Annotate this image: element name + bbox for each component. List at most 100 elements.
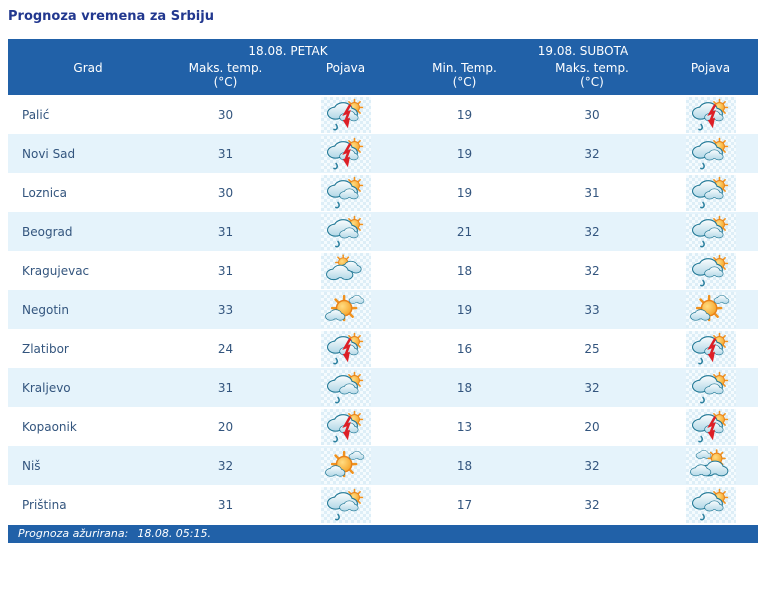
- sun-cloud-lightning-rain-icon: [690, 410, 732, 444]
- sun-cloud-lightning-rain-icon: [325, 410, 367, 444]
- table-row: Loznica 30 19 31: [8, 173, 758, 212]
- column-header-saturday-max-label: Maks. temp.: [555, 61, 629, 75]
- weather-icon-tile: [320, 486, 371, 523]
- saturday-min-temp: 18: [456, 263, 473, 278]
- friday-max-temp: 31: [217, 380, 234, 395]
- city-name: Kopaonik: [22, 419, 77, 434]
- footer-updated-time: 18.08. 05:15.: [137, 527, 212, 540]
- weather-icon-tile: [685, 447, 736, 484]
- weather-icon-tile: [320, 252, 371, 289]
- saturday-max-temp: 30: [584, 107, 600, 122]
- weather-icon-tile: [685, 174, 736, 211]
- saturday-min-temp: 18: [456, 380, 473, 395]
- mostly-sunny-icon: [325, 449, 367, 483]
- friday-weather-cell: [283, 329, 408, 368]
- friday-weather-cell: [283, 446, 408, 485]
- sun-cloud-rain-icon: [690, 137, 732, 171]
- weather-icon-tile: [320, 291, 371, 328]
- weather-icon-tile: [685, 213, 736, 250]
- weather-icon-tile: [320, 330, 371, 367]
- weather-icon-tile: [685, 96, 736, 133]
- saturday-max-temp: 32: [584, 224, 600, 239]
- day-group-saturday: 19.08. SUBOTA: [537, 44, 629, 58]
- sun-cloud-rain-icon: [690, 254, 732, 288]
- weather-icon-tile: [685, 135, 736, 172]
- weather-icon-tile: [320, 96, 371, 133]
- table-header: 18.08. PETAK 19.08. SUBOTA Grad Maks. te…: [8, 39, 758, 95]
- friday-weather-cell: [283, 368, 408, 407]
- column-header-friday-max-unit: (°C): [213, 75, 238, 89]
- footer-updated-label: Prognoza ažurirana:: [18, 527, 129, 540]
- column-header-city: Grad: [8, 61, 168, 89]
- friday-weather-cell: [283, 173, 408, 212]
- table-row: Priština 31 17 32: [8, 485, 758, 524]
- city-name: Negotin: [22, 302, 69, 317]
- table-footer: Prognoza ažurirana: 18.08. 05:15.: [8, 525, 758, 543]
- table-row: Beograd 31 21 32: [8, 212, 758, 251]
- saturday-weather-cell: [663, 407, 758, 446]
- saturday-max-temp: 32: [584, 497, 600, 512]
- saturday-max-temp: 25: [584, 341, 600, 356]
- weather-icon-tile: [320, 213, 371, 250]
- table-body: Palić 30 19 30 Novi Sad 31 19 32: [8, 95, 758, 524]
- sun-cloud-lightning-rain-icon: [690, 98, 732, 132]
- saturday-weather-cell: [663, 485, 758, 524]
- saturday-max-temp: 20: [584, 419, 600, 434]
- clouds-sun-icon: [690, 449, 732, 483]
- city-name: Loznica: [22, 185, 68, 200]
- friday-weather-cell: [283, 485, 408, 524]
- saturday-weather-cell: [663, 173, 758, 212]
- sun-cloud-rain-icon: [690, 488, 732, 522]
- city-name: Beograd: [22, 224, 73, 239]
- saturday-min-temp: 17: [456, 497, 473, 512]
- column-header-friday-max-label: Maks. temp.: [188, 61, 263, 75]
- city-name: Palić: [22, 107, 50, 122]
- friday-max-temp: 31: [217, 263, 234, 278]
- forecast-table: 18.08. PETAK 19.08. SUBOTA Grad Maks. te…: [8, 39, 758, 543]
- column-header-saturday-pojava: Pojava: [663, 61, 758, 89]
- friday-max-temp: 31: [217, 497, 234, 512]
- saturday-weather-cell: [663, 95, 758, 134]
- weather-icon-tile: [320, 135, 371, 172]
- friday-weather-cell: [283, 251, 408, 290]
- city-name: Kraljevo: [22, 380, 71, 395]
- header-spacer: [8, 44, 168, 60]
- saturday-weather-cell: [663, 251, 758, 290]
- sun-cloud-rain-icon: [325, 371, 367, 405]
- table-row: Palić 30 19 30: [8, 95, 758, 134]
- day-group-friday: 18.08. PETAK: [248, 44, 328, 58]
- saturday-weather-cell: [663, 368, 758, 407]
- friday-weather-cell: [283, 134, 408, 173]
- sun-cloud-rain-icon: [325, 215, 367, 249]
- friday-weather-cell: [283, 290, 408, 329]
- friday-max-temp: 33: [217, 302, 234, 317]
- column-header-saturday-max-unit: (°C): [580, 75, 604, 89]
- friday-weather-cell: [283, 407, 408, 446]
- column-header-saturday-max: Maks. temp. (°C): [521, 61, 663, 89]
- saturday-max-temp: 31: [584, 185, 600, 200]
- column-header-saturday-min-label: Min. Temp.: [432, 61, 497, 75]
- weather-icon-tile: [685, 408, 736, 445]
- weather-icon-tile: [320, 447, 371, 484]
- weather-icon-tile: [685, 330, 736, 367]
- column-header-saturday-min: Min. Temp. (°C): [408, 61, 521, 89]
- table-row: Kopaonik 20 13 20: [8, 407, 758, 446]
- friday-weather-cell: [283, 95, 408, 134]
- mostly-sunny-icon: [325, 293, 367, 327]
- saturday-min-temp: 13: [456, 419, 473, 434]
- friday-weather-cell: [283, 212, 408, 251]
- column-header-friday-max: Maks. temp. (°C): [168, 61, 283, 89]
- table-row: Novi Sad 31 19 32: [8, 134, 758, 173]
- saturday-min-temp: 19: [456, 185, 473, 200]
- page-title: Prognoza vremena za Srbiju: [8, 9, 214, 24]
- city-name: Kragujevac: [22, 263, 90, 278]
- friday-max-temp: 20: [217, 419, 234, 434]
- sun-cloud-rain-icon: [690, 215, 732, 249]
- saturday-min-temp: 21: [456, 224, 473, 239]
- saturday-weather-cell: [663, 446, 758, 485]
- sun-cloud-lightning-rain-icon: [325, 137, 367, 171]
- table-row: Negotin 33 19 33: [8, 290, 758, 329]
- sun-cloud-rain-icon: [690, 176, 732, 210]
- weather-icon-tile: [685, 369, 736, 406]
- sun-cloud-lightning-rain-icon: [325, 98, 367, 132]
